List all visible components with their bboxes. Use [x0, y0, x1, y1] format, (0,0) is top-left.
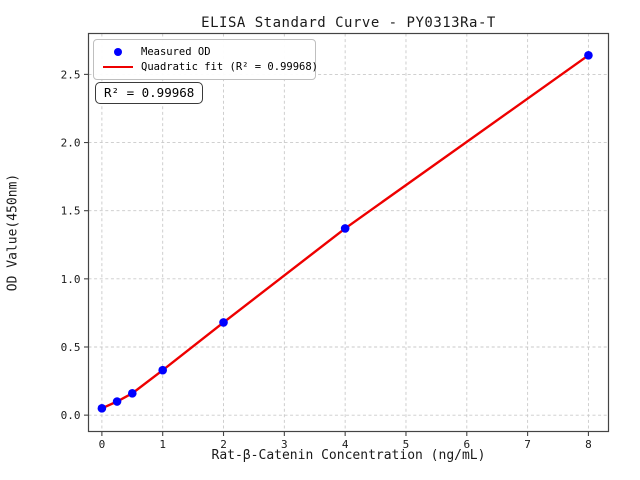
data-point: [584, 51, 593, 60]
legend-marker-area: [102, 66, 134, 69]
y-tick-label: 1.0: [61, 273, 81, 286]
x-tick-label: 0: [99, 438, 106, 451]
y-tick-label: 0.5: [61, 341, 81, 354]
x-tick-label: 8: [585, 438, 592, 451]
data-point: [97, 404, 107, 413]
y-tick-label: 1.5: [61, 205, 81, 218]
y-tick-label: 2.0: [61, 137, 81, 150]
x-axis-label: Rat-β-Catenin Concentration (ng/mL): [211, 448, 486, 463]
y-axis-label: OD Value(450nm): [5, 173, 21, 292]
x-tick-label: 2: [220, 438, 227, 451]
legend-label-fit: Quadratic fit (R² = 0.99968): [141, 61, 319, 74]
data-point: [158, 365, 167, 375]
chart-title: ELISA Standard Curve - PY0313Ra-T: [201, 15, 496, 31]
axes-frame: [87, 32, 610, 433]
red-line-marker-icon: [103, 66, 133, 69]
data-point: [219, 318, 228, 327]
legend-label-measured: Measured OD: [141, 45, 211, 58]
legend: Measured OD Quadratic fit (R² = 0.99968): [93, 39, 318, 80]
legend-entry-fit: Quadratic fit (R² = 0.99968): [102, 60, 318, 76]
data-point: [112, 397, 122, 406]
data-point: [340, 224, 350, 233]
x-tick-label: 7: [524, 438, 531, 451]
x-tick-label: 6: [463, 438, 470, 451]
y-tick-label: 0.0: [61, 409, 81, 422]
y-tick-label: 2.5: [61, 68, 81, 81]
blue-dot-marker-icon: [114, 47, 122, 56]
legend-entry-measured: Measured OD: [102, 44, 307, 60]
r-squared-annotation: R² = 0.99968: [95, 82, 204, 104]
x-tick-label: 3: [281, 438, 288, 451]
legend-marker-area: [102, 47, 134, 56]
x-tick-label: 1: [159, 438, 166, 451]
x-tick-label: 5: [403, 438, 410, 451]
x-tick-label: 4: [342, 438, 349, 451]
data-point: [127, 389, 137, 398]
